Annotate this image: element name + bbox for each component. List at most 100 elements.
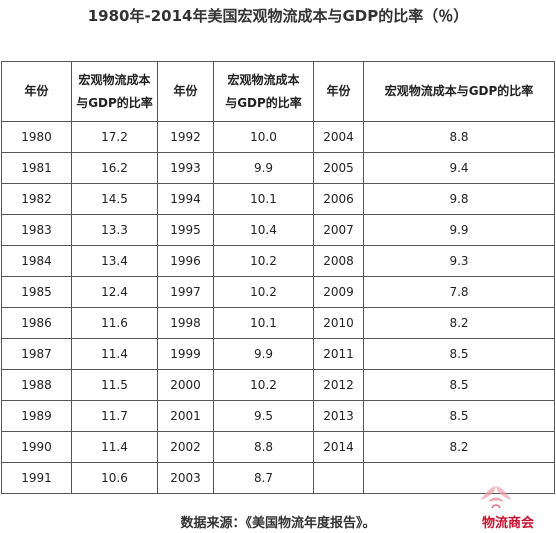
year-cell: 2005 [313,152,364,184]
year-cell: 1981 [1,152,72,184]
year-cell [313,462,364,494]
ratio-cell: 8.2 [363,431,555,463]
ratio-cell: 8.5 [363,338,555,370]
year-cell: 1980 [1,121,72,153]
year-cell: 2004 [313,121,364,153]
ratio-cell: 9.4 [363,152,555,184]
year-cell: 2007 [313,214,364,246]
ratio-cell: 13.3 [71,214,158,246]
ratio-cell: 11.4 [71,338,158,370]
ratio-cell: 8.5 [363,400,555,432]
year-cell: 1984 [1,245,72,277]
ratio-cell: 10.4 [213,214,314,246]
ratio-cell: 10.2 [213,276,314,308]
watermark-text: 物流商会 [482,516,535,531]
ratio-cell: 8.7 [213,462,314,494]
header-ratio-full: 宏观物流成本与GDP的比率 [363,61,555,122]
header-ratio-line1: 宏观物流成本 [78,72,151,87]
ratio-cell: 8.8 [363,121,555,153]
ratio-cell [363,462,555,494]
ratio-cell: 9.3 [363,245,555,277]
year-cell: 1995 [157,214,214,246]
ratio-cell: 11.7 [71,400,158,432]
year-cell: 2013 [313,400,364,432]
table-row: 1989 11.7 2001 9.5 2013 8.5 [1,400,555,432]
header-ratio-line2: 与GDP的比率 [225,95,302,110]
table-row: 1988 11.5 2000 10.2 2012 8.5 [1,369,555,401]
year-cell: 2014 [313,431,364,463]
year-cell: 1999 [157,338,214,370]
logistics-chamber-logo-icon [480,486,512,509]
ratio-cell: 10.1 [213,307,314,339]
table-row: 1983 13.3 1995 10.4 2007 9.9 [1,214,555,246]
logistics-cost-table: 年份 宏观物流成本 与GDP的比率 年份 宏观物流成本 与GDP的比率 年份 宏… [1,61,555,494]
ratio-cell: 16.2 [71,152,158,184]
ratio-cell: 11.4 [71,431,158,463]
year-cell: 1993 [157,152,214,184]
header-year: 年份 [1,61,72,122]
year-cell: 1985 [1,276,72,308]
ratio-cell: 17.2 [71,121,158,153]
ratio-cell: 14.5 [71,183,158,215]
ratio-cell: 10.6 [71,462,158,494]
ratio-cell: 11.6 [71,307,158,339]
header-ratio-line2: 与GDP的比率 [76,95,153,110]
year-cell: 2003 [157,462,214,494]
header-ratio-line1: 宏观物流成本 [227,72,300,87]
ratio-cell: 9.5 [213,400,314,432]
page-title: 1980年-2014年美国宏观物流成本与GDP的比率（％） [87,7,469,25]
ratio-cell: 10.2 [213,245,314,277]
ratio-cell: 8.2 [363,307,555,339]
year-cell: 1998 [157,307,214,339]
table-row: 1990 11.4 2002 8.8 2014 8.2 [1,431,555,463]
ratio-cell: 10.0 [213,121,314,153]
table-header-row: 年份 宏观物流成本 与GDP的比率 年份 宏观物流成本 与GDP的比率 年份 宏… [1,61,555,122]
table-row: 1991 10.6 2003 8.7 [1,462,555,494]
table-row: 1985 12.4 1997 10.2 2009 7.8 [1,276,555,308]
table-row: 1981 16.2 1993 9.9 2005 9.4 [1,152,555,184]
year-cell: 1996 [157,245,214,277]
year-cell: 1990 [1,431,72,463]
year-cell: 2008 [313,245,364,277]
year-cell: 1991 [1,462,72,494]
header-year: 年份 [313,61,364,122]
year-cell: 2000 [157,369,214,401]
year-cell: 1983 [1,214,72,246]
table-row: 1987 11.4 1999 9.9 2011 8.5 [1,338,555,370]
year-cell: 2001 [157,400,214,432]
header-year: 年份 [157,61,214,122]
year-cell: 1988 [1,369,72,401]
ratio-cell: 9.9 [213,338,314,370]
year-cell: 2006 [313,183,364,215]
year-cell: 2009 [313,276,364,308]
year-cell: 1982 [1,183,72,215]
ratio-cell: 9.9 [213,152,314,184]
year-cell: 1986 [1,307,72,339]
year-cell: 2002 [157,431,214,463]
ratio-cell: 9.9 [363,214,555,246]
ratio-cell: 10.1 [213,183,314,215]
ratio-cell: 7.8 [363,276,555,308]
header-ratio: 宏观物流成本 与GDP的比率 [213,61,314,122]
year-cell: 1992 [157,121,214,153]
year-cell: 2010 [313,307,364,339]
table-row: 1984 13.4 1996 10.2 2008 9.3 [1,245,555,277]
ratio-cell: 11.5 [71,369,158,401]
ratio-cell: 8.5 [363,369,555,401]
ratio-cell: 10.2 [213,369,314,401]
ratio-cell: 12.4 [71,276,158,308]
table-row: 1986 11.6 1998 10.1 2010 8.2 [1,307,555,339]
year-cell: 1997 [157,276,214,308]
table-row: 1982 14.5 1994 10.1 2006 9.8 [1,183,555,215]
table-row: 1980 17.2 1992 10.0 2004 8.8 [1,121,555,153]
header-ratio: 宏观物流成本 与GDP的比率 [71,61,158,122]
year-cell: 1987 [1,338,72,370]
year-cell: 2011 [313,338,364,370]
ratio-cell: 9.8 [363,183,555,215]
watermark: 物流商会 [464,482,552,531]
ratio-cell: 13.4 [71,245,158,277]
year-cell: 1994 [157,183,214,215]
data-source-note: 数据来源：《美国物流年度报告》。 [180,516,376,531]
ratio-cell: 8.8 [213,431,314,463]
year-cell: 2012 [313,369,364,401]
